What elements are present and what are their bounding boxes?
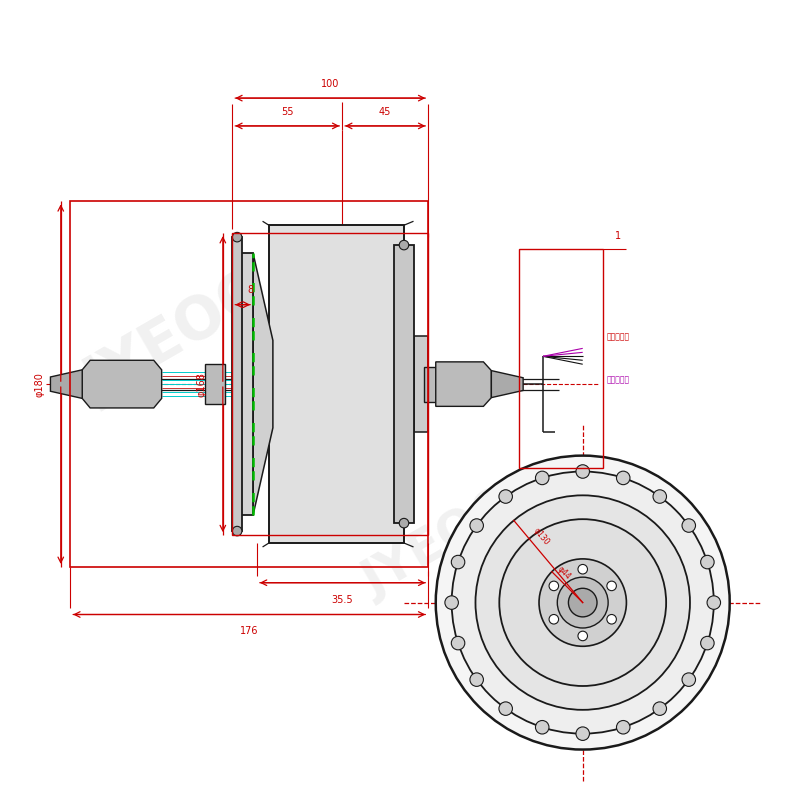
- Circle shape: [576, 727, 590, 741]
- Circle shape: [470, 518, 483, 532]
- Text: JYEOO: JYEOO: [75, 261, 280, 412]
- Circle shape: [445, 596, 458, 610]
- Bar: [414, 337, 428, 432]
- Circle shape: [436, 456, 730, 750]
- Circle shape: [607, 581, 616, 590]
- Circle shape: [653, 490, 666, 503]
- Bar: [269, 226, 404, 543]
- Text: 35.5: 35.5: [332, 594, 354, 605]
- Text: 100: 100: [321, 78, 339, 89]
- Text: 176: 176: [240, 626, 258, 637]
- Circle shape: [607, 614, 616, 624]
- Bar: [232, 237, 242, 531]
- Bar: [424, 366, 436, 402]
- Circle shape: [452, 471, 714, 734]
- Circle shape: [475, 495, 690, 710]
- Circle shape: [470, 673, 483, 686]
- Circle shape: [701, 555, 714, 569]
- Text: JYEOO: JYEOO: [354, 480, 525, 606]
- Circle shape: [549, 581, 558, 590]
- Text: 电机电源线: 电机电源线: [606, 332, 630, 341]
- Polygon shape: [436, 362, 491, 406]
- Circle shape: [578, 565, 587, 574]
- Circle shape: [451, 636, 465, 650]
- Polygon shape: [82, 360, 162, 408]
- Circle shape: [499, 702, 513, 715]
- Circle shape: [499, 490, 513, 503]
- Circle shape: [682, 518, 695, 532]
- Circle shape: [617, 471, 630, 485]
- Circle shape: [232, 232, 242, 242]
- Text: φ130: φ130: [532, 526, 551, 547]
- Circle shape: [682, 673, 695, 686]
- Circle shape: [535, 721, 549, 734]
- Bar: [394, 245, 414, 523]
- Text: 8: 8: [247, 285, 254, 295]
- Text: 55: 55: [281, 107, 294, 117]
- Circle shape: [232, 526, 242, 536]
- Text: φ168: φ168: [196, 372, 206, 397]
- Bar: [519, 249, 602, 467]
- Circle shape: [399, 240, 409, 250]
- Circle shape: [701, 636, 714, 650]
- Bar: [233, 253, 253, 515]
- Circle shape: [451, 555, 465, 569]
- Circle shape: [617, 721, 630, 734]
- Polygon shape: [253, 253, 273, 515]
- Text: 30: 30: [554, 475, 567, 486]
- Circle shape: [539, 559, 626, 646]
- Polygon shape: [50, 370, 82, 398]
- Circle shape: [707, 596, 721, 610]
- Circle shape: [569, 588, 597, 617]
- Circle shape: [535, 471, 549, 485]
- Text: 45: 45: [379, 107, 391, 117]
- Text: φ44: φ44: [555, 565, 572, 582]
- Text: φ180: φ180: [34, 372, 44, 397]
- Circle shape: [558, 577, 608, 628]
- Bar: [70, 202, 428, 567]
- Text: 1: 1: [615, 230, 622, 241]
- Circle shape: [549, 614, 558, 624]
- Circle shape: [499, 519, 666, 686]
- Bar: [206, 364, 226, 404]
- Bar: [232, 233, 428, 535]
- Circle shape: [576, 465, 590, 478]
- Text: 电机信号线: 电机信号线: [606, 376, 630, 385]
- Circle shape: [653, 702, 666, 715]
- Polygon shape: [491, 370, 523, 398]
- Circle shape: [578, 631, 587, 641]
- Circle shape: [399, 518, 409, 528]
